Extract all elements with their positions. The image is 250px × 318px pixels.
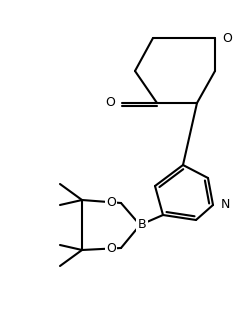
Text: N: N [221, 198, 230, 211]
Text: O: O [222, 31, 232, 45]
Text: O: O [105, 96, 115, 109]
Text: B: B [138, 218, 146, 232]
Text: O: O [106, 197, 116, 210]
Text: O: O [106, 241, 116, 254]
